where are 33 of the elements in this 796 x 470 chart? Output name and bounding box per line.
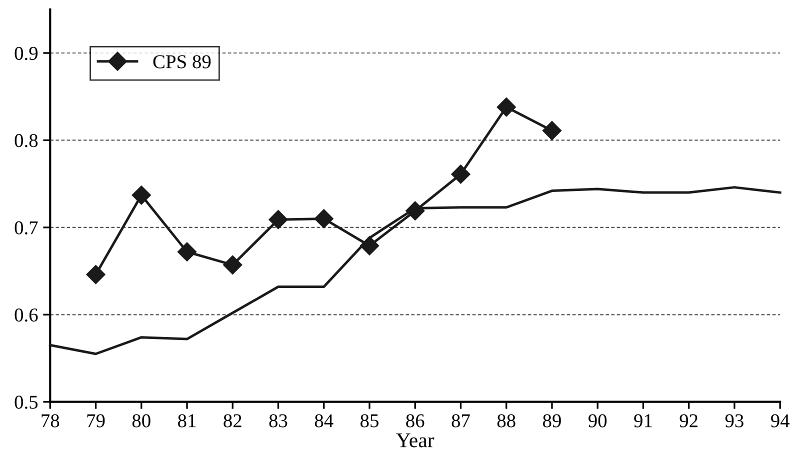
x-axis-title: Year — [396, 433, 434, 448]
point — [451, 164, 470, 184]
x-tick-label: 81 — [178, 414, 196, 428]
x-tick-label: 79 — [87, 414, 105, 428]
x-tick-label: 90 — [588, 414, 607, 428]
x-tick-label: 93 — [725, 414, 744, 428]
point — [132, 186, 151, 205]
y-tick-label: 0.5 — [14, 396, 38, 409]
point — [542, 121, 562, 140]
point — [268, 210, 288, 230]
x-tick-label: 91 — [634, 414, 652, 428]
x-tick-label: 78 — [42, 414, 60, 428]
x-tick-label: 89 — [542, 414, 561, 428]
x-tick-label: 82 — [224, 414, 242, 428]
x-tick-label: 83 — [269, 414, 288, 428]
x-tick-label: 92 — [680, 414, 698, 428]
y-tick-label: 0.7 — [14, 221, 38, 234]
y-tick-label: 0.6 — [14, 308, 38, 322]
x-tick-label: 94 — [770, 414, 790, 428]
legend-label: CPS 89 — [153, 55, 211, 68]
point — [86, 264, 106, 284]
point — [496, 98, 516, 117]
x-tick-label: 84 — [314, 414, 334, 428]
x-tick-label: 88 — [497, 414, 516, 428]
y-tick-label: 0.9 — [14, 46, 38, 60]
x-tick-label: 80 — [132, 414, 150, 428]
x-tick-label: 85 — [360, 414, 378, 428]
point — [177, 242, 197, 262]
x-tick-label: 86 — [406, 414, 424, 428]
point — [223, 255, 242, 274]
point — [314, 209, 334, 228]
x-tick-label: 87 — [452, 414, 470, 428]
y-tick-label: 0.8 — [14, 134, 38, 148]
